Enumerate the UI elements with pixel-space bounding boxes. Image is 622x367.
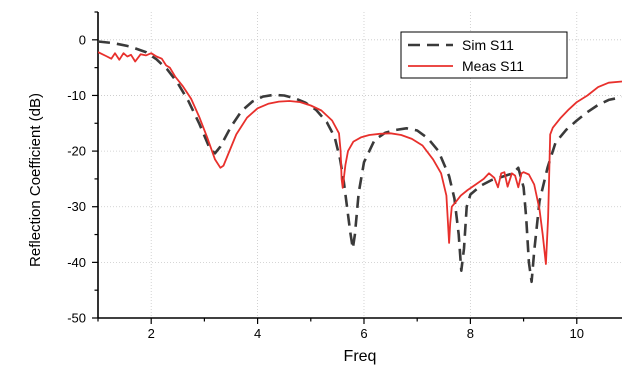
tick-labels: 2 4 6 8 10 0 -10 -20 -30 -40 -50	[67, 32, 584, 341]
y-tick-label: -20	[67, 144, 86, 159]
y-tick-label: -40	[67, 255, 86, 270]
series-line-sim	[98, 40, 622, 284]
x-tick-label: 10	[570, 326, 584, 341]
legend: Sim S11 Meas S11	[400, 31, 568, 79]
axes	[92, 11, 622, 324]
y-axis-title: Reflection Coefficient (dB)	[27, 93, 44, 267]
x-tick-label: 2	[148, 326, 155, 341]
y-tick-label: -30	[67, 199, 86, 214]
x-axis-title: Freq	[344, 348, 377, 365]
x-tick-label: 6	[360, 326, 367, 341]
x-tick-label: 4	[254, 326, 261, 341]
x-tick-label: 8	[467, 326, 474, 341]
legend-box	[400, 31, 568, 79]
legend-label-sim: Sim S11	[462, 37, 514, 53]
series-line-meas	[98, 51, 622, 265]
series-layer	[98, 40, 622, 284]
y-tick-label: -10	[67, 88, 86, 103]
legend-label-meas: Meas S11	[462, 58, 524, 74]
y-tick-label: 0	[79, 32, 86, 47]
grid-lines	[98, 12, 622, 318]
y-tick-label: -50	[67, 311, 86, 326]
